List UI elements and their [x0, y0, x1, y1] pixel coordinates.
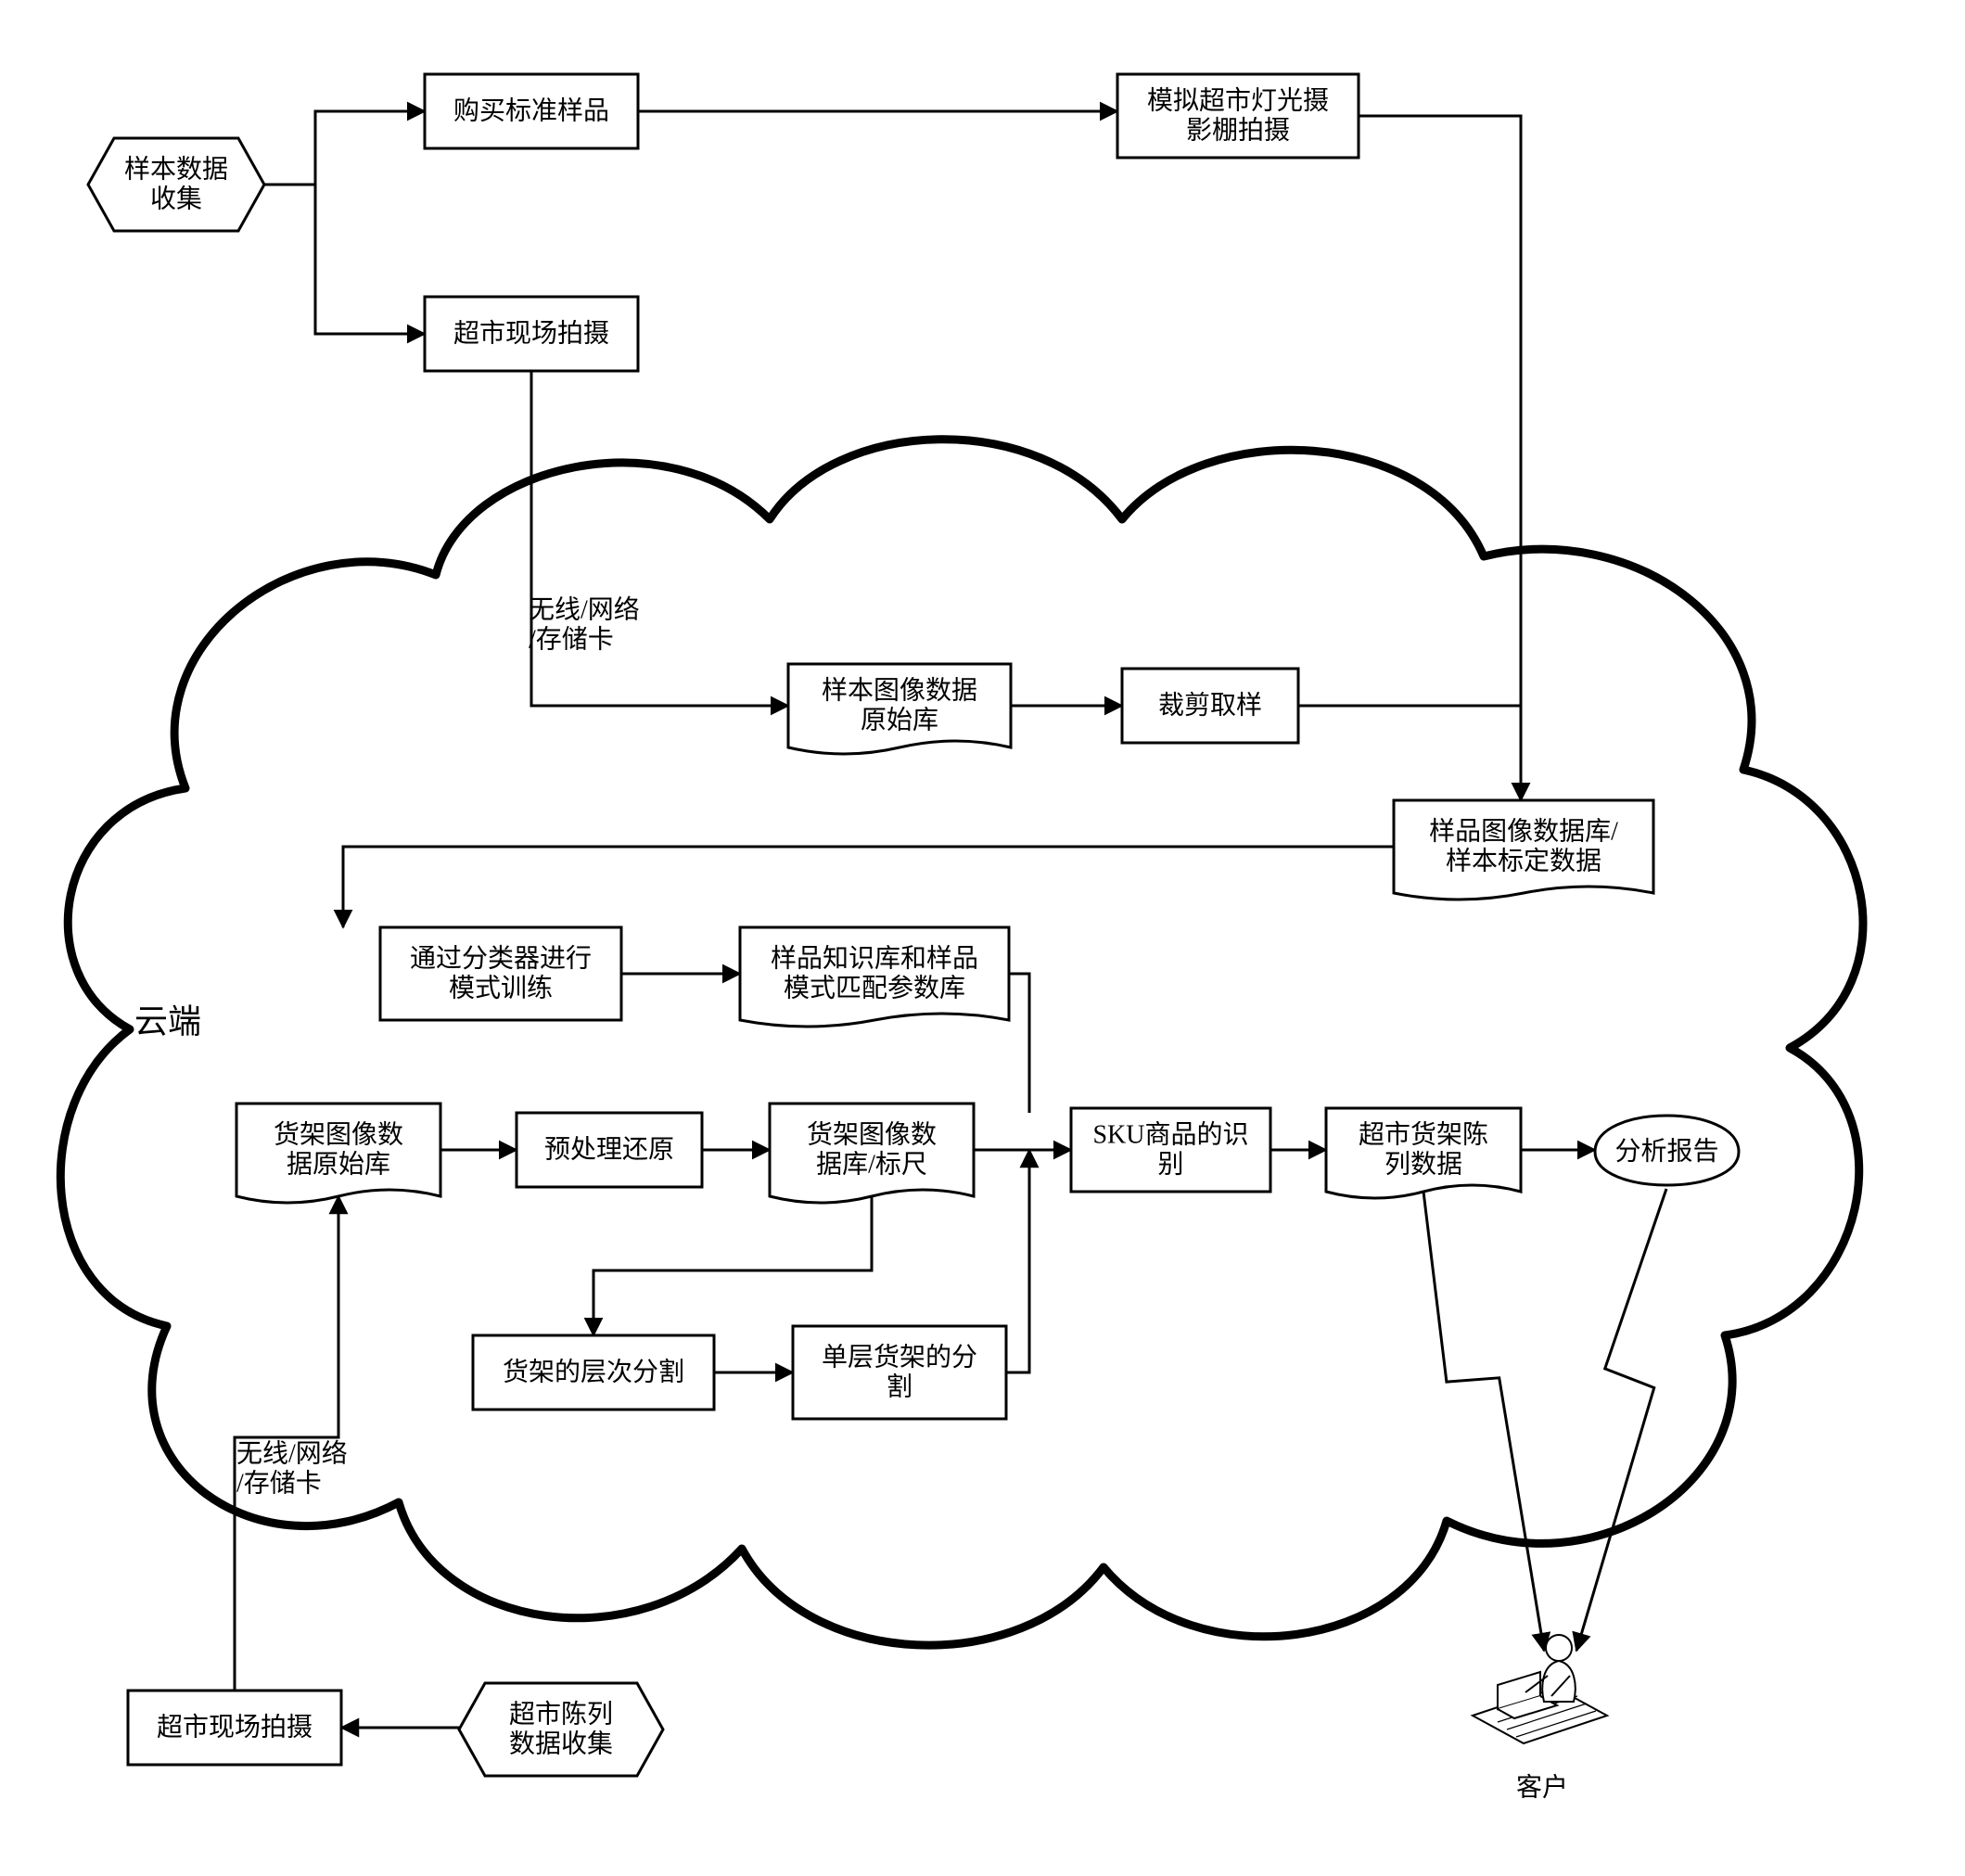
- node-text-n_sample_db-0: 样品图像数据库/: [1429, 816, 1618, 846]
- node-text-n_shelf_data-1: 列数据: [1384, 1150, 1462, 1180]
- customer-icon: [1473, 1635, 1607, 1743]
- edge-4: [531, 371, 788, 706]
- node-text-n_display_collect-0: 超市陈列: [509, 1699, 613, 1729]
- lightning: [1423, 1192, 1544, 1651]
- node-text-n_layer_seg-0: 货架的层次分割: [503, 1357, 684, 1386]
- lightning: [1576, 1189, 1666, 1651]
- node-text-n_sample_raw_db-1: 原始库: [861, 706, 938, 735]
- label-0-0: 无线/网络: [529, 594, 640, 624]
- edge-17: [1006, 1150, 1029, 1372]
- edge-0: [264, 111, 425, 185]
- node-text-n_classifier-1: 模式训练: [449, 974, 553, 1003]
- node-text-n_studio-1: 影棚拍摄: [1186, 116, 1290, 146]
- edge-6: [1298, 706, 1521, 800]
- label-0-1: /存储卡: [529, 625, 614, 655]
- node-text-n_sample_raw_db-0: 样本图像数据: [822, 675, 977, 705]
- node-text-n_shelf_db-0: 货架图像数: [807, 1119, 937, 1149]
- cloud-label: 云端: [134, 1002, 201, 1040]
- node-text-n_single_seg-0: 单层货架的分: [822, 1342, 977, 1372]
- node-text-n_preproc-0: 预处理还原: [544, 1134, 674, 1164]
- label-1-1: /存储卡: [236, 1469, 322, 1499]
- node-text-n_onsite1-0: 超市现场拍摄: [453, 318, 609, 348]
- node-text-n_display_collect-1: 数据收集: [509, 1729, 613, 1759]
- node-text-n_shelf_raw_db-0: 货架图像数: [274, 1119, 403, 1149]
- node-text-n_classifier-0: 通过分类器进行: [410, 943, 592, 973]
- edge-15: [593, 1196, 872, 1335]
- node-text-n_onsite2-0: 超市现场拍摄: [157, 1712, 313, 1742]
- node-text-n_studio-0: 模拟超市灯光摄: [1147, 85, 1329, 115]
- node-text-n_knowledge-1: 模式匹配参数库: [784, 974, 965, 1003]
- edge-1: [264, 185, 425, 334]
- label-1-0: 无线/网络: [236, 1438, 348, 1468]
- node-text-n_report-0: 分析报告: [1614, 1136, 1718, 1166]
- node-text-n_buy_sample-0: 购买标准样品: [453, 96, 609, 125]
- customer-label: 客户: [1516, 1772, 1568, 1802]
- node-text-n_shelf_data-0: 超市货架陈: [1359, 1119, 1488, 1149]
- node-text-n_sample_collect-0: 样本数据: [124, 154, 228, 184]
- node-text-n_shelf_raw_db-1: 据原始库: [287, 1150, 390, 1180]
- node-text-n_sku-1: 别: [1157, 1151, 1183, 1180]
- node-text-n_knowledge-0: 样品知识库和样品: [771, 943, 978, 973]
- node-text-n_single_seg-1: 割: [887, 1372, 912, 1402]
- edge-9: [1009, 974, 1029, 1113]
- node-text-n_sample_collect-1: 收集: [150, 185, 202, 214]
- edge-3: [1359, 116, 1521, 800]
- node-text-n_sku-0: SKU商品的识: [1092, 1119, 1248, 1149]
- node-text-n_shelf_db-1: 据库/标尺: [816, 1150, 927, 1180]
- node-text-n_sample_db-1: 样本标定数据: [1446, 847, 1601, 876]
- node-text-n_crop-0: 裁剪取样: [1158, 690, 1262, 720]
- edge-7: [343, 847, 1394, 927]
